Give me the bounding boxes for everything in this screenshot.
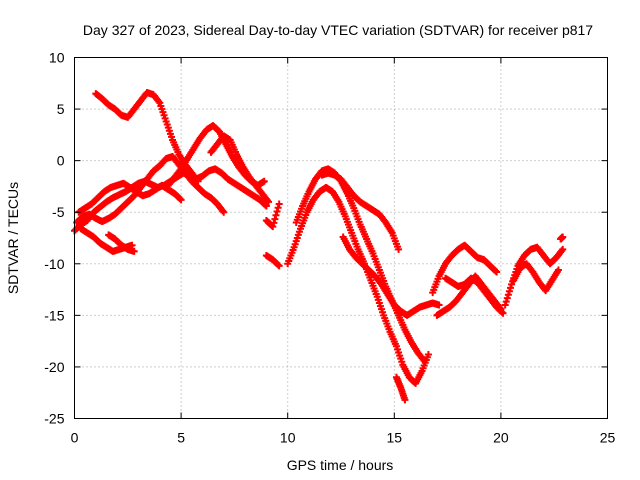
data-point bbox=[176, 195, 184, 203]
data-point bbox=[559, 233, 567, 241]
series-4 bbox=[105, 231, 138, 255]
data-point bbox=[271, 215, 279, 223]
plot-frame bbox=[74, 57, 608, 419]
data-point bbox=[177, 196, 185, 204]
data-point bbox=[502, 298, 510, 306]
y-tick-label: 5 bbox=[57, 101, 65, 117]
data-point bbox=[424, 351, 432, 359]
data-point bbox=[435, 301, 443, 309]
series-19 bbox=[510, 260, 562, 295]
x-tick-labels: 0 5 10 15 20 25 bbox=[71, 430, 616, 446]
data-point bbox=[262, 202, 270, 210]
series-11 bbox=[292, 165, 428, 365]
x-tick-label: 10 bbox=[280, 430, 296, 446]
grid bbox=[74, 57, 608, 419]
series-12 bbox=[318, 169, 403, 253]
x-tick-label: 5 bbox=[177, 430, 185, 446]
data-point bbox=[503, 294, 511, 302]
data-point bbox=[554, 266, 562, 274]
series-14 bbox=[392, 373, 409, 404]
y-tick-label: 0 bbox=[57, 153, 65, 169]
series-9 bbox=[262, 200, 283, 231]
data-point bbox=[194, 177, 202, 185]
series-15 bbox=[429, 241, 501, 297]
y-tick-label: 10 bbox=[49, 50, 65, 66]
data-point bbox=[401, 396, 409, 404]
series-7 bbox=[207, 132, 273, 206]
series-markers bbox=[71, 89, 567, 404]
series-2 bbox=[75, 179, 185, 216]
x-tick-label: 0 bbox=[71, 430, 79, 446]
series-5 bbox=[92, 89, 202, 185]
data-point bbox=[274, 261, 282, 269]
y-tick-label: -20 bbox=[44, 359, 64, 375]
data-point bbox=[492, 267, 500, 275]
x-tick-label: 15 bbox=[387, 430, 403, 446]
data-point bbox=[395, 245, 403, 253]
data-point bbox=[275, 262, 283, 270]
data-point bbox=[493, 268, 501, 276]
series-17 bbox=[441, 274, 507, 317]
data-point bbox=[272, 211, 280, 219]
data-point bbox=[265, 198, 273, 206]
data-point bbox=[506, 284, 514, 292]
y-tick-label: -10 bbox=[44, 256, 64, 272]
data-point bbox=[559, 245, 567, 253]
series-13 bbox=[339, 233, 443, 319]
x-axis-label: GPS time / hours bbox=[287, 457, 394, 473]
data-point bbox=[269, 223, 277, 231]
axis-ticks bbox=[74, 57, 608, 419]
data-point bbox=[498, 308, 506, 316]
series-20 bbox=[557, 233, 567, 243]
data-point bbox=[260, 177, 268, 185]
data-point bbox=[130, 247, 138, 255]
data-point bbox=[505, 287, 513, 295]
x-tick-label: 25 bbox=[600, 430, 616, 446]
x-tick-label: 20 bbox=[493, 430, 509, 446]
data-point bbox=[273, 208, 281, 216]
data-point bbox=[270, 219, 278, 227]
y-tick-label: -25 bbox=[44, 411, 64, 427]
data-point bbox=[504, 291, 512, 299]
y-tick-labels: 10 5 0 -5 -10 -15 -20 -25 bbox=[44, 50, 64, 427]
chart-title: Day 327 of 2023, Sidereal Day-to-day VTE… bbox=[83, 22, 593, 38]
data-point bbox=[275, 200, 283, 208]
y-tick-label: -5 bbox=[52, 204, 65, 220]
data-point bbox=[274, 204, 282, 212]
data-point bbox=[501, 301, 509, 309]
data-point bbox=[499, 309, 507, 317]
data-point bbox=[420, 357, 428, 365]
data-point bbox=[220, 208, 228, 216]
series-10 bbox=[284, 183, 432, 387]
y-tick-label: -15 bbox=[44, 307, 64, 323]
y-axis-label: SDTVAR / TECUs bbox=[5, 182, 21, 294]
series-8 bbox=[262, 252, 283, 270]
series-18 bbox=[501, 243, 567, 309]
